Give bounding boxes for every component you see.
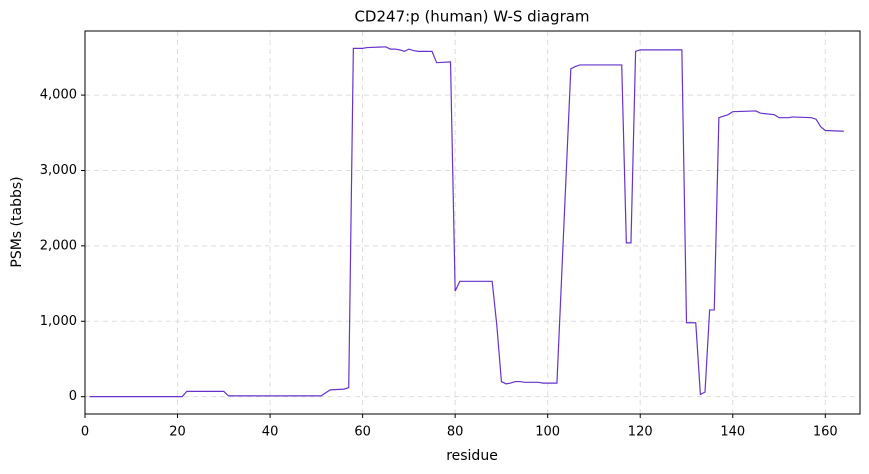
x-tick-label: 20 — [169, 425, 186, 440]
y-tick-label: 4,000 — [40, 88, 77, 103]
y-tick-label: 0 — [69, 389, 77, 404]
y-axis-label: PSMs (tabbs) — [9, 176, 25, 267]
x-axis-label: residue — [446, 448, 498, 464]
data-line — [89, 46, 844, 398]
x-tick-label: 0 — [81, 425, 89, 440]
chart-title: CD247:p (human) W-S diagram — [354, 8, 589, 26]
y-tick-label: 2,000 — [40, 238, 77, 253]
x-tick-label: 160 — [813, 425, 838, 440]
x-tick-label: 140 — [720, 425, 745, 440]
y-tick-label: 1,000 — [40, 314, 77, 329]
x-tick-label: 60 — [354, 425, 371, 440]
x-tick-label: 100 — [535, 425, 560, 440]
plot-frame — [84, 30, 861, 415]
x-tick-label: 120 — [628, 425, 653, 440]
x-tick-label: 80 — [447, 425, 464, 440]
y-tick-label: 3,000 — [40, 163, 77, 178]
x-tick-label: 40 — [262, 425, 279, 440]
